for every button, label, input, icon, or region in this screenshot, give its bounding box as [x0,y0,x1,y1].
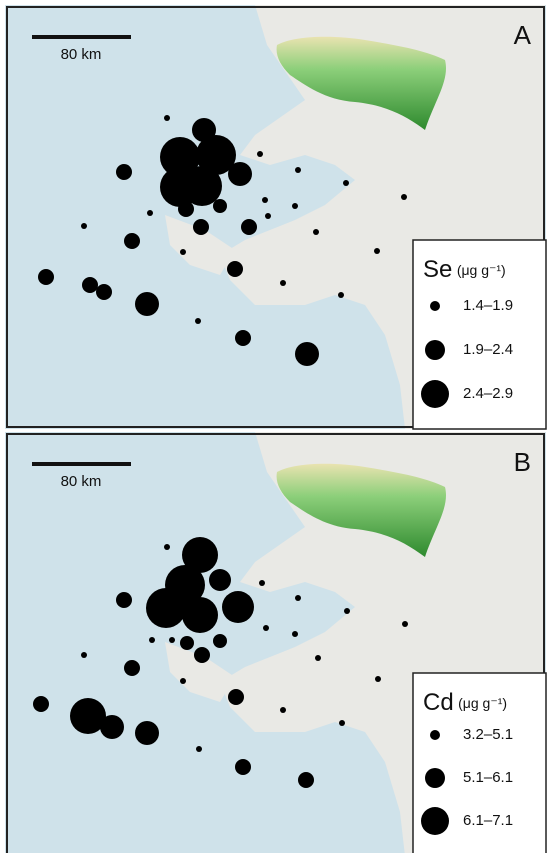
site-marker [195,318,201,324]
site-marker [147,210,153,216]
site-marker [182,597,218,633]
panel-b: 80 km B Cd (μg g⁻¹) 3.2–5.1 5.1–6.1 6.1–7.… [5,432,546,853]
site-marker [292,631,298,637]
legend-symbol [421,380,449,408]
panel-label: B [514,447,531,477]
legend-symbol [425,340,445,360]
legend-symbol [421,807,449,835]
legend-label: 1.4–1.9 [463,297,513,314]
site-marker [292,203,298,209]
map-figure: 80 km A Se (μg g⁻¹) 1.4–1.9 1.9–2.4 2.4–2.… [0,0,551,853]
site-marker [194,647,210,663]
site-marker [135,721,159,745]
legend-unit: (μg g⁻¹) [458,695,507,711]
site-marker [169,637,175,643]
scale-label: 80 km [61,473,102,490]
site-marker [228,689,244,705]
site-marker [164,544,170,550]
site-marker [135,292,159,316]
panel-a: 80 km A Se (μg g⁻¹) 1.4–1.9 1.9–2.4 2.4–2.… [5,5,546,429]
legend-label: 3.2–5.1 [463,726,513,743]
scale-label: 80 km [61,46,102,63]
legend-label: 5.1–6.1 [463,769,513,786]
site-marker [213,634,227,648]
site-marker [295,167,301,173]
site-marker [295,342,319,366]
site-marker [374,248,380,254]
site-marker [401,194,407,200]
site-marker [180,249,186,255]
site-marker [262,197,268,203]
site-marker [222,591,254,623]
legend-unit: (μg g⁻¹) [457,262,506,278]
page: {"panels": [ {"label": "A", "scale": "80… [0,0,551,853]
site-marker [402,621,408,627]
site-marker [146,588,186,628]
site-marker [338,292,344,298]
legend-element: Cd [423,689,454,716]
site-marker [124,233,140,249]
site-marker [33,696,49,712]
site-marker [375,676,381,682]
site-marker [209,569,231,591]
site-marker [265,213,271,219]
site-marker [235,759,251,775]
site-marker [182,166,222,206]
site-marker [315,655,321,661]
site-marker [82,277,98,293]
site-marker [192,118,216,142]
site-marker [259,580,265,586]
site-marker [213,199,227,213]
site-marker [344,608,350,614]
site-marker [164,115,170,121]
site-marker [339,720,345,726]
site-marker [180,678,186,684]
site-marker [116,592,132,608]
site-marker [298,772,314,788]
site-marker [313,229,319,235]
site-marker [227,261,243,277]
legend-label: 6.1–7.1 [463,812,513,829]
site-marker [263,625,269,631]
site-marker [124,660,140,676]
site-marker [96,284,112,300]
legend-symbol [430,301,440,311]
site-marker [235,330,251,346]
site-marker [257,151,263,157]
site-marker [295,595,301,601]
site-marker [178,201,194,217]
site-marker [100,715,124,739]
site-marker [343,180,349,186]
site-marker [149,637,155,643]
site-marker [193,219,209,235]
legend-label: 2.4–2.9 [463,385,513,402]
site-marker [180,636,194,650]
site-marker [228,162,252,186]
site-marker [241,219,257,235]
site-marker [81,223,87,229]
site-marker [81,652,87,658]
site-marker [280,280,286,286]
site-marker [280,707,286,713]
site-marker [38,269,54,285]
panel-label: A [514,20,532,50]
legend-symbol [425,768,445,788]
site-marker [116,164,132,180]
legend-symbol [430,730,440,740]
legend-element: Se [423,256,452,283]
legend-label: 1.9–2.4 [463,341,513,358]
site-marker [196,746,202,752]
